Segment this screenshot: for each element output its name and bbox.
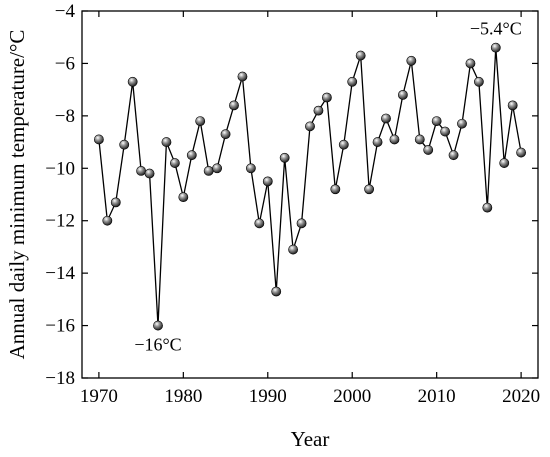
data-point xyxy=(229,100,239,111)
y-tick-label: −4 xyxy=(55,1,76,22)
data-point xyxy=(102,215,113,226)
y-tick-label: −14 xyxy=(45,263,75,284)
data-point xyxy=(499,158,510,168)
data-point xyxy=(279,152,290,163)
data-point xyxy=(127,76,138,87)
data-point xyxy=(406,55,417,66)
data-point xyxy=(457,118,467,129)
data-point xyxy=(490,42,501,53)
data-point xyxy=(364,184,375,195)
data-point xyxy=(397,89,408,100)
data-point xyxy=(169,158,180,168)
data-point xyxy=(473,76,484,87)
data-point xyxy=(305,121,315,132)
y-tick-label: −10 xyxy=(45,158,75,179)
data-point xyxy=(440,126,451,137)
data-point xyxy=(93,134,104,145)
x-tick-label: 1970 xyxy=(80,386,118,407)
data-point xyxy=(414,134,425,145)
data-point xyxy=(153,320,163,331)
y-tick-label: −8 xyxy=(55,106,75,127)
data-point xyxy=(482,202,493,213)
y-tick-label: −12 xyxy=(45,211,75,232)
data-point xyxy=(330,184,341,195)
data-point xyxy=(110,197,121,208)
data-point xyxy=(119,139,130,150)
data-point xyxy=(313,105,324,116)
data-point xyxy=(195,116,206,126)
plot-frame xyxy=(81,10,539,379)
data-point xyxy=(262,176,273,187)
y-axis-title: Annual daily minimum temperature/°C xyxy=(5,30,29,360)
data-point xyxy=(186,150,197,161)
y-tick-label: −6 xyxy=(55,53,75,74)
data-point xyxy=(465,58,476,69)
data-annotation: −16°C xyxy=(134,335,181,355)
data-point xyxy=(347,76,358,87)
data-point xyxy=(220,129,231,140)
data-point xyxy=(161,137,172,147)
x-axis-title: Year xyxy=(291,427,330,451)
data-point xyxy=(144,168,155,179)
data-point xyxy=(321,92,332,103)
data-point xyxy=(178,192,189,203)
x-tick-label: 2010 xyxy=(418,386,456,407)
data-point xyxy=(245,163,256,174)
data-point xyxy=(431,116,442,126)
y-tick-label: −16 xyxy=(45,316,75,337)
data-point xyxy=(338,139,349,150)
annotations: −16°C −5.4°C xyxy=(134,19,521,355)
data-point xyxy=(237,71,248,82)
data-point xyxy=(372,137,383,147)
data-point xyxy=(136,166,147,176)
data-point xyxy=(448,150,459,161)
data-point xyxy=(355,50,366,61)
data-point xyxy=(507,100,518,111)
x-tick-label: 2020 xyxy=(502,386,540,407)
y-tick-label: −18 xyxy=(45,368,75,389)
data-point xyxy=(389,134,400,145)
series-line xyxy=(98,47,522,326)
data-point xyxy=(288,244,299,255)
x-tick-label: 1990 xyxy=(249,386,287,407)
x-tick-label: 2000 xyxy=(333,386,371,407)
data-point xyxy=(381,113,391,124)
data-series xyxy=(93,42,527,331)
data-point xyxy=(254,218,265,229)
data-point xyxy=(296,218,307,229)
data-annotation: −5.4°C xyxy=(470,19,522,39)
data-point xyxy=(423,145,434,155)
data-point xyxy=(203,166,214,176)
axes: 1970 1980 1990 2000 2010 2020 −18 −16 −14 −12 −10 −… xyxy=(45,1,540,407)
data-point xyxy=(212,163,223,174)
data-point xyxy=(516,147,527,158)
data-point xyxy=(271,286,282,297)
x-tick-label: 1980 xyxy=(164,386,202,407)
